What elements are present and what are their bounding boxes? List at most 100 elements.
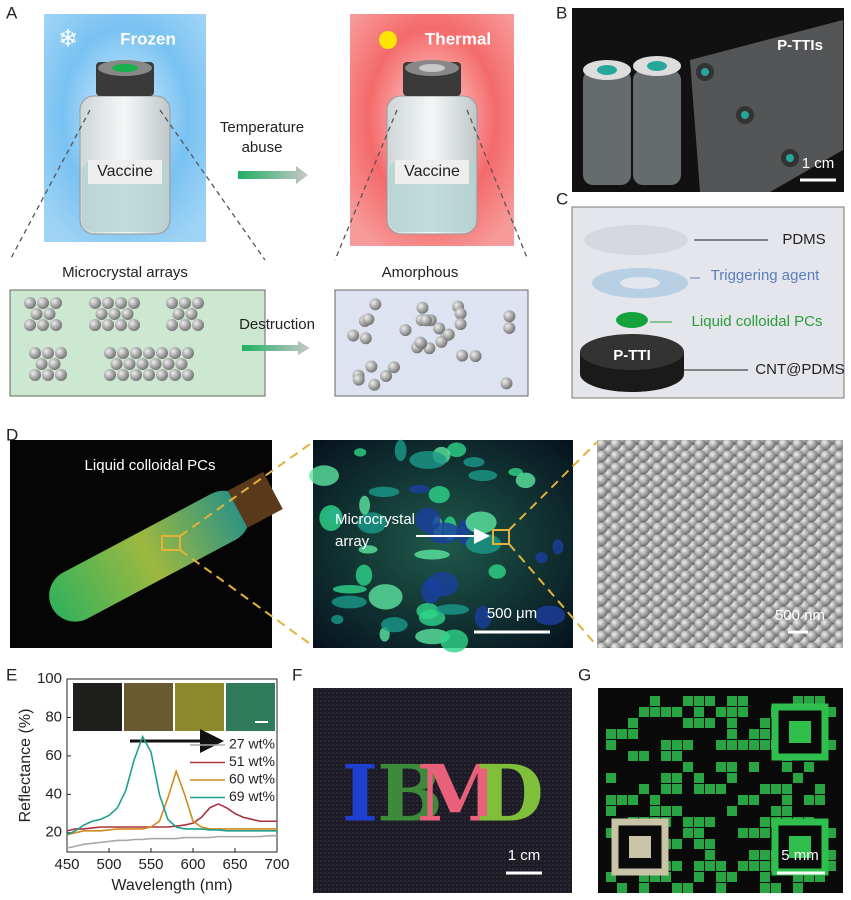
x-tick-label: 450 (54, 856, 79, 873)
sphere (169, 369, 181, 381)
crystal (354, 448, 367, 457)
destruction-label: Destruction (239, 316, 315, 333)
qr-cell (826, 861, 836, 871)
qr-pattern (606, 696, 836, 893)
sphere (369, 298, 382, 311)
zoom-box (161, 535, 181, 551)
sphere (503, 310, 516, 323)
qr-cell (738, 740, 748, 750)
qr-cell (716, 707, 726, 717)
qr-cell (639, 872, 649, 882)
sphere (24, 319, 36, 331)
qr-cell (749, 762, 759, 772)
qr-cell (683, 883, 693, 893)
series-line (66, 803, 277, 832)
qr-cell (804, 762, 814, 772)
sphere (108, 308, 121, 320)
x-tick-label: 500 (96, 856, 121, 873)
qr-cell (815, 696, 825, 706)
qr-cell (760, 740, 770, 750)
crystal (552, 539, 564, 555)
qr-cell (705, 850, 715, 860)
sphere (179, 319, 191, 331)
qr-cell (672, 839, 682, 849)
qr-cell (782, 795, 792, 805)
qr-cell (650, 795, 660, 805)
qr-cell (782, 762, 792, 772)
qr-cell (749, 729, 759, 739)
crystal (359, 495, 370, 515)
crystal (332, 584, 367, 594)
panel-label: A (6, 3, 18, 22)
sphere (399, 324, 412, 337)
qr-cell (727, 762, 737, 772)
scale-label: 5 mm (781, 847, 819, 864)
qr-cell (694, 861, 704, 871)
qr-cell (672, 883, 682, 893)
crystal (515, 472, 536, 489)
sphere (169, 347, 181, 359)
qr-cell (705, 696, 715, 706)
scale-label: 1 cm (508, 847, 541, 864)
crystal (428, 486, 450, 504)
chart: 450 500 550 600 650 700 20 40 60 80 100 Wavelength … (17, 670, 289, 894)
sphere (48, 358, 61, 370)
qr-cell (771, 784, 781, 794)
vaccine-label: Vaccine (404, 163, 460, 180)
y-tick-label: 80 (45, 708, 62, 725)
sphere (42, 369, 54, 381)
crystal (468, 469, 498, 482)
sphere (43, 308, 56, 320)
crystal (435, 604, 470, 615)
cnt-label: CNT@PDMS (755, 361, 844, 378)
crystal (508, 468, 523, 477)
qr-cell (782, 806, 792, 816)
liquid-label: Liquid colloidal PCs (692, 313, 823, 330)
qr-cell (826, 828, 836, 838)
pdms-label: PDMS (782, 231, 825, 248)
sphere (347, 329, 360, 342)
qr-cell (683, 817, 693, 827)
micro-label: Microcrystal (335, 511, 415, 528)
qr-cell (705, 718, 715, 728)
sphere (50, 297, 62, 309)
sphere (380, 370, 393, 383)
frozen-label: Frozen (120, 29, 176, 48)
qr-cell (804, 795, 814, 805)
legend-label: 69 wt% (229, 788, 275, 804)
qr-cell (661, 806, 671, 816)
qr-cell (705, 861, 715, 871)
sphere (387, 361, 400, 374)
series-line (66, 768, 277, 836)
qr-cell (694, 696, 704, 706)
sphere (433, 322, 446, 335)
qr-cell (826, 850, 836, 860)
sphere (182, 369, 194, 381)
sphere (419, 314, 432, 327)
crystal (426, 522, 461, 544)
insets (73, 683, 275, 731)
sphere (115, 319, 127, 331)
series-line (66, 834, 277, 849)
qr-cell (672, 806, 682, 816)
crystal (331, 614, 344, 625)
spheres (24, 297, 516, 391)
series-line (66, 734, 277, 836)
sphere (456, 349, 469, 362)
sphere (102, 319, 114, 331)
letter: B (377, 749, 443, 840)
qr-cell (760, 861, 770, 871)
y-tick-label: 60 (45, 747, 62, 764)
panel-label: E (6, 665, 17, 684)
y-axis-label: Reflectance (%) (17, 709, 34, 823)
qr-cell (705, 817, 715, 827)
x-tick-label: 700 (264, 856, 289, 873)
qr-cell (738, 828, 748, 838)
ptti-label: P-TTIs (777, 37, 823, 54)
crystal (414, 549, 450, 560)
crystal (380, 617, 408, 633)
vial-thermal (386, 60, 478, 235)
qr-finder (611, 818, 669, 876)
crystal (319, 505, 343, 531)
